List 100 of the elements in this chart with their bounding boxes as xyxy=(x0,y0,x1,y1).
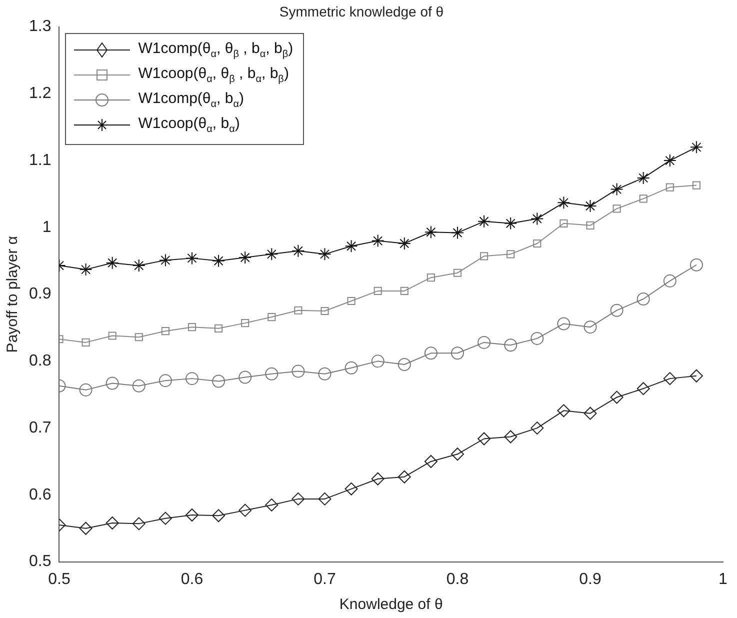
point xyxy=(480,252,488,260)
point xyxy=(666,183,674,192)
point xyxy=(450,448,464,461)
point xyxy=(241,319,250,328)
point xyxy=(292,492,305,506)
point xyxy=(450,226,464,240)
point xyxy=(158,254,172,267)
point xyxy=(584,406,597,420)
point xyxy=(188,323,196,332)
point xyxy=(584,200,597,213)
point xyxy=(557,404,570,418)
point xyxy=(214,324,223,332)
point xyxy=(557,196,570,210)
point xyxy=(398,236,411,250)
point xyxy=(132,517,146,530)
point xyxy=(530,332,544,345)
point xyxy=(612,204,621,213)
point xyxy=(504,216,518,230)
text: W1comp(θ$_{α}$, θ$_{β}$ , b$_{α}$, b$_{β}$) xyxy=(138,40,294,60)
point xyxy=(533,239,542,248)
point xyxy=(185,252,198,265)
x-axis-title: Knowledge of θ xyxy=(339,596,443,614)
point xyxy=(478,432,491,446)
point xyxy=(371,354,384,368)
point xyxy=(504,338,518,352)
point xyxy=(158,512,172,525)
point xyxy=(504,430,518,444)
point xyxy=(424,454,438,468)
point xyxy=(212,254,226,268)
point xyxy=(426,274,435,282)
point xyxy=(610,304,624,317)
point xyxy=(344,361,358,374)
y-tick-label: 0.9 xyxy=(28,286,52,303)
point xyxy=(108,332,116,340)
point xyxy=(636,382,650,396)
point xyxy=(106,516,119,530)
point xyxy=(134,333,143,342)
point xyxy=(400,286,408,295)
point xyxy=(584,320,597,334)
y-tick-label: 0.7 xyxy=(28,419,52,436)
point xyxy=(663,372,676,386)
point xyxy=(424,346,438,360)
point xyxy=(318,492,332,506)
point xyxy=(398,470,411,484)
point xyxy=(636,171,650,184)
point xyxy=(82,338,90,346)
point xyxy=(610,390,624,404)
point xyxy=(530,422,544,435)
point xyxy=(106,376,119,390)
point xyxy=(639,194,648,203)
point xyxy=(663,154,676,168)
point xyxy=(185,372,198,386)
y-tick-label: 0.6 xyxy=(28,486,52,504)
text: W1coop(θ$_{α}$, θ$_{β}$ , b$_{α}$, b$_{β}$) xyxy=(138,65,289,86)
point xyxy=(268,313,276,322)
point xyxy=(79,383,92,396)
x-tick-label: 0.5 xyxy=(48,570,70,588)
x-tick-label: 0.6 xyxy=(180,570,204,588)
point xyxy=(690,258,703,272)
point xyxy=(265,248,278,261)
point xyxy=(212,509,226,522)
point xyxy=(450,346,464,360)
point xyxy=(398,358,411,372)
point xyxy=(424,226,438,239)
y-tick-label: 0.8 xyxy=(28,352,52,370)
point xyxy=(292,364,305,378)
point xyxy=(106,256,119,270)
point xyxy=(690,369,703,382)
point xyxy=(185,508,198,522)
point xyxy=(158,374,172,388)
x-tick-label: 0.7 xyxy=(314,570,336,588)
point xyxy=(238,370,252,384)
x-tick-label: 1 xyxy=(718,570,728,588)
legend-label: W1coop(θ$_{α}$, b$_{α}$) xyxy=(138,115,240,136)
y-tick-label: 0.5 xyxy=(28,553,52,570)
point xyxy=(132,379,146,392)
point xyxy=(692,181,700,190)
point xyxy=(560,219,568,228)
point xyxy=(636,292,650,306)
point xyxy=(318,248,332,261)
point xyxy=(506,250,515,258)
point xyxy=(344,482,358,496)
y-tick-label: 1.1 xyxy=(28,152,52,169)
y-tick-label: 1.2 xyxy=(28,85,52,102)
point xyxy=(238,251,252,264)
point xyxy=(238,504,252,517)
point xyxy=(79,263,92,276)
y-axis-title: Payoff to player α xyxy=(4,236,22,353)
point xyxy=(478,214,491,228)
x-tick-label: 0.8 xyxy=(446,570,469,588)
point xyxy=(453,268,462,277)
legend-label: W1comp(θ$_{α}$, b$_{α}$) xyxy=(138,90,244,110)
point xyxy=(294,306,302,314)
point xyxy=(344,240,358,253)
point xyxy=(530,212,544,226)
point xyxy=(557,317,570,330)
point xyxy=(347,296,356,306)
point xyxy=(161,327,170,336)
point xyxy=(318,367,332,380)
point xyxy=(265,498,278,512)
